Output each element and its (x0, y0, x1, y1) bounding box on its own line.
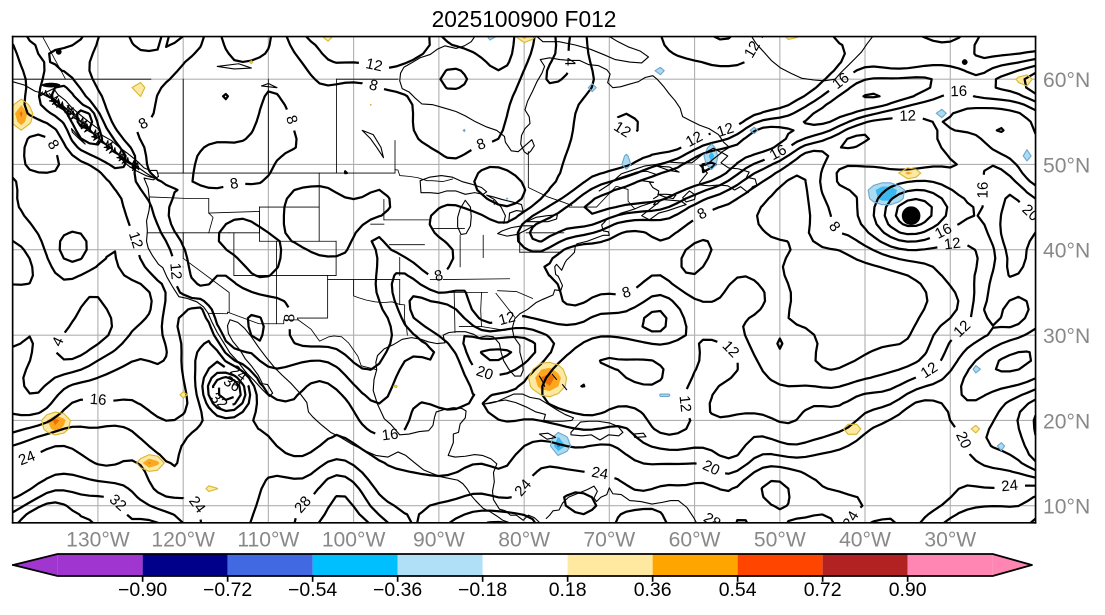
svg-text:4: 4 (561, 58, 578, 67)
svg-text:−0.54: −0.54 (288, 579, 337, 601)
svg-text:0.90: 0.90 (889, 579, 927, 601)
svg-text:10°N: 10°N (1043, 496, 1090, 519)
svg-text:2025100900 F012: 2025100900 F012 (432, 6, 617, 32)
svg-text:60°W: 60°W (669, 529, 721, 552)
svg-text:20: 20 (952, 429, 974, 451)
svg-text:120°W: 120°W (151, 529, 215, 552)
svg-text:16: 16 (932, 220, 955, 243)
svg-text:80°W: 80°W (498, 529, 550, 552)
svg-text:110°W: 110°W (237, 529, 299, 552)
svg-text:−0.90: −0.90 (118, 579, 167, 601)
svg-text:12: 12 (166, 262, 184, 280)
svg-text:30°W: 30°W (924, 529, 976, 552)
svg-text:12: 12 (611, 118, 634, 141)
svg-text:12: 12 (918, 359, 941, 382)
svg-text:24: 24 (16, 447, 38, 469)
svg-text:16: 16 (89, 391, 107, 409)
svg-text:24: 24 (1001, 477, 1019, 496)
svg-text:40°W: 40°W (839, 529, 891, 552)
svg-text:24: 24 (590, 464, 609, 484)
svg-text:12: 12 (675, 395, 694, 413)
svg-text:100°W: 100°W (322, 529, 386, 552)
svg-text:130°W: 130°W (66, 529, 130, 552)
svg-text:0.18: 0.18 (549, 579, 587, 601)
svg-text:40°N: 40°N (1043, 240, 1090, 263)
svg-text:50°W: 50°W (754, 529, 806, 552)
svg-text:−0.36: −0.36 (373, 579, 422, 601)
svg-text:20: 20 (700, 457, 722, 480)
svg-text:90°W: 90°W (413, 529, 465, 552)
svg-text:30°N: 30°N (1043, 325, 1090, 348)
svg-text:70°W: 70°W (583, 529, 635, 552)
svg-text:20°N: 20°N (1043, 410, 1090, 433)
svg-text:12: 12 (741, 38, 764, 61)
svg-text:16: 16 (950, 83, 967, 100)
svg-text:8: 8 (433, 267, 445, 286)
svg-text:12: 12 (943, 235, 962, 254)
svg-text:16: 16 (829, 69, 853, 93)
svg-text:12: 12 (497, 308, 518, 329)
svg-text:12: 12 (715, 120, 736, 141)
svg-text:24: 24 (227, 362, 250, 386)
svg-text:20: 20 (474, 363, 495, 384)
svg-text:16: 16 (767, 141, 790, 164)
svg-text:0.72: 0.72 (804, 579, 842, 601)
svg-text:16: 16 (381, 426, 400, 445)
svg-text:0.54: 0.54 (719, 579, 757, 601)
svg-text:8: 8 (229, 175, 240, 193)
svg-text:−0.18: −0.18 (458, 579, 507, 601)
svg-text:8: 8 (281, 314, 298, 322)
svg-text:12: 12 (125, 230, 146, 251)
svg-text:36: 36 (220, 372, 243, 395)
svg-text:0.36: 0.36 (634, 579, 672, 601)
svg-text:12: 12 (683, 128, 706, 151)
svg-text:12: 12 (364, 55, 384, 75)
svg-text:16: 16 (975, 182, 992, 199)
svg-text:24: 24 (185, 493, 209, 517)
svg-text:12: 12 (899, 107, 916, 124)
svg-text:60°N: 60°N (1043, 69, 1090, 92)
svg-text:−0.72: −0.72 (203, 579, 252, 601)
svg-text:50°N: 50°N (1043, 154, 1090, 177)
